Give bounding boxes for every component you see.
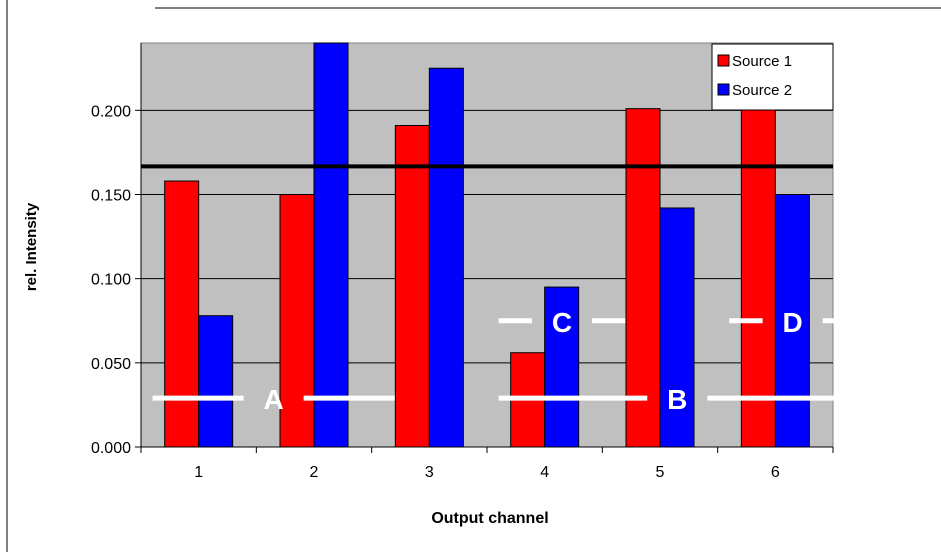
bar-source-1-1	[164, 180, 200, 448]
x-tick-label: 4	[540, 464, 549, 481]
axes: 0.000 0.050 0.100 0.150 0.200 1 2 3 4 5 6	[91, 43, 834, 481]
bar-source-2-2	[313, 42, 349, 448]
x-tick-label: 3	[425, 464, 434, 481]
y-tick-label: 0.100	[91, 272, 131, 289]
legend-label-1: Source 1	[732, 53, 792, 70]
legend-box	[711, 43, 834, 111]
x-axis-title: Output channel	[431, 510, 548, 527]
legend-swatch-2	[717, 83, 730, 96]
annotation-label-d: D	[783, 307, 803, 338]
y-tick-label: 0.050	[91, 356, 131, 373]
legend: Source 1 Source 2	[711, 43, 834, 111]
annotation-label-a: A	[264, 384, 284, 415]
y-tick-label: 0.150	[91, 188, 131, 205]
bar-source-2-3	[428, 67, 464, 448]
legend-swatch-1	[717, 54, 730, 67]
bar-source-1-2	[279, 194, 315, 448]
x-tick-label: 2	[310, 464, 319, 481]
bar-source-2-6	[774, 194, 810, 448]
x-tick-label: 1	[194, 464, 203, 481]
x-tick-label: 6	[771, 464, 780, 481]
y-tick-label: 0.000	[91, 440, 131, 457]
bar-source-2-1	[198, 315, 234, 448]
y-tick-label: 0.200	[91, 103, 131, 120]
bar-source-2-5	[659, 207, 695, 448]
annotation-label-c: C	[552, 307, 572, 338]
x-tick-label: 5	[656, 464, 665, 481]
y-axis-title: rel. Intensity	[23, 202, 40, 291]
bar-source-1-3	[394, 124, 430, 448]
annotations: A B C D	[152, 307, 857, 415]
legend-label-2: Source 2	[732, 82, 792, 99]
annotation-label-b: B	[667, 384, 687, 415]
